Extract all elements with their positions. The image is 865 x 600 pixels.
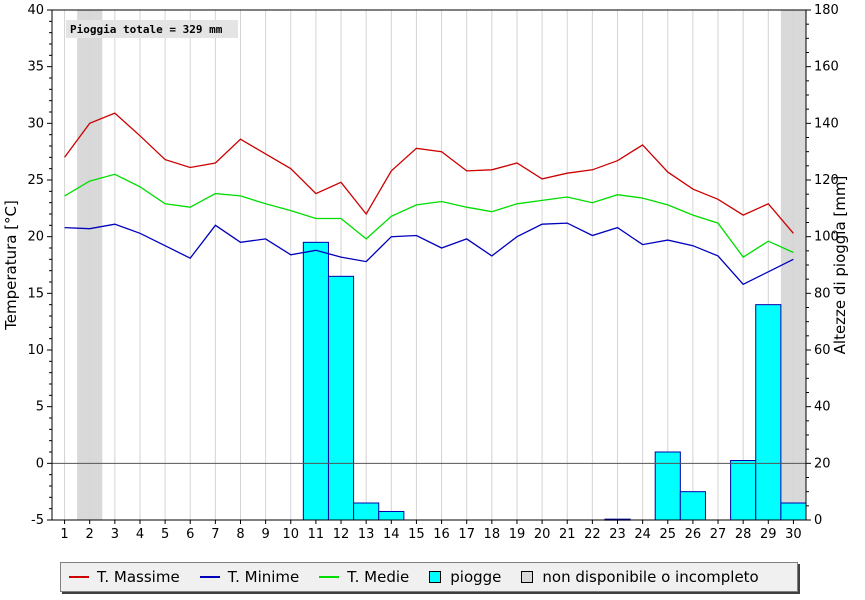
y-right-tick-label-180: 180 xyxy=(814,3,839,18)
y-right-tick-label-100: 100 xyxy=(814,230,839,245)
x-tick-label-5: 5 xyxy=(161,527,169,542)
y-right-tick-label-80: 80 xyxy=(814,286,831,301)
x-tick-label-3: 3 xyxy=(111,527,119,542)
annotation-box xyxy=(66,20,238,38)
legend-label-unavailable: non disponibile o incompleto xyxy=(542,568,759,586)
x-tick-label-11: 11 xyxy=(308,527,325,542)
x-tick-label-13: 13 xyxy=(358,527,375,542)
y-left-tick-label-0: 0 xyxy=(36,456,44,471)
x-tick-label-24: 24 xyxy=(634,527,651,542)
series-line-mean xyxy=(64,173,794,258)
legend-swatch-min xyxy=(199,576,220,578)
legend-item-rain: piogge xyxy=(429,568,501,586)
x-tick-label-23: 23 xyxy=(609,527,626,542)
x-tick-label-10: 10 xyxy=(282,527,299,542)
y-left-tick-label-15: 15 xyxy=(27,286,44,301)
rain-bar-day-14 xyxy=(378,511,405,521)
x-tick-label-26: 26 xyxy=(685,527,702,542)
rain-bar-day-25 xyxy=(654,451,681,521)
x-tick-label-25: 25 xyxy=(659,527,676,542)
x-tick-label-1: 1 xyxy=(60,527,68,542)
legend-label-mean: T. Medie xyxy=(347,568,410,586)
x-tick-label-15: 15 xyxy=(408,527,425,542)
legend: T. Massime T. Minime T. Medie piogge non… xyxy=(60,562,798,592)
legend-item-unavailable: non disponibile o incompleto xyxy=(521,568,759,586)
y-axis-left-title: Temperatura [°C] xyxy=(2,200,20,331)
x-tick-label-21: 21 xyxy=(559,527,576,542)
x-tick-label-29: 29 xyxy=(760,527,777,542)
y-left-tick-label-35: 35 xyxy=(27,60,44,75)
y-left-tick-label-5: 5 xyxy=(36,400,44,415)
y-right-tick-label-160: 160 xyxy=(814,60,839,75)
legend-item-max: T. Massime xyxy=(69,568,180,586)
x-tick-label-14: 14 xyxy=(383,527,400,542)
x-tick-label-6: 6 xyxy=(186,527,194,542)
x-tick-label-9: 9 xyxy=(261,527,269,542)
x-tick-label-2: 2 xyxy=(86,527,94,542)
rain-bar-day-12 xyxy=(327,275,355,521)
y-left-tick-label-30: 30 xyxy=(27,116,44,131)
x-tick-label-20: 20 xyxy=(534,527,551,542)
legend-label-max: T. Massime xyxy=(97,568,180,586)
series-line-max xyxy=(64,112,794,234)
y-left-tick-label-40: 40 xyxy=(27,3,44,18)
rain-bar-day-29 xyxy=(755,304,782,521)
rain-bar-day-11 xyxy=(302,241,329,521)
rain-bar-day-30 xyxy=(780,502,807,521)
y-left-tick-label-10: 10 xyxy=(27,343,44,358)
y-right-tick-label-120: 120 xyxy=(814,173,839,188)
rain-bar-day-13 xyxy=(353,502,380,521)
x-tick-label-17: 17 xyxy=(458,527,475,542)
y-right-tick-label-140: 140 xyxy=(814,116,839,131)
annotation-text: Pioggia totale = 329 mm xyxy=(70,23,223,36)
y-right-tick-label-0: 0 xyxy=(814,513,822,528)
x-tick-label-16: 16 xyxy=(433,527,450,542)
x-tick-label-12: 12 xyxy=(333,527,350,542)
x-tick-label-7: 7 xyxy=(211,527,219,542)
x-tick-label-18: 18 xyxy=(484,527,501,542)
x-tick-label-30: 30 xyxy=(785,527,802,542)
y-left-tick-label-25: 25 xyxy=(27,173,44,188)
y-right-tick-label-40: 40 xyxy=(814,400,831,415)
x-tick-label-19: 19 xyxy=(509,527,526,542)
y-left-tick-label--5: -5 xyxy=(31,513,44,528)
y-right-tick-label-20: 20 xyxy=(814,456,831,471)
legend-label-min: T. Minime xyxy=(227,568,300,586)
x-tick-label-4: 4 xyxy=(136,527,144,542)
x-tick-label-8: 8 xyxy=(236,527,244,542)
legend-swatch-max xyxy=(69,576,89,578)
x-tick-label-22: 22 xyxy=(584,527,601,542)
y-axis-right-title: Altezze di pioggia [mm] xyxy=(831,176,849,355)
series-line-min xyxy=(64,222,794,286)
x-tick-label-27: 27 xyxy=(710,527,727,542)
x-tick-label-28: 28 xyxy=(735,527,752,542)
rain-bar-day-26 xyxy=(679,491,706,521)
legend-item-min: T. Minime xyxy=(199,568,300,586)
legend-swatch-mean xyxy=(319,576,340,578)
legend-swatch-rain xyxy=(429,571,442,583)
legend-label-rain: piogge xyxy=(450,568,502,586)
legend-item-mean: T. Medie xyxy=(319,568,409,586)
rain-bar-day-28 xyxy=(730,460,757,521)
y-right-tick-label-60: 60 xyxy=(814,343,831,358)
y-left-tick-label-20: 20 xyxy=(27,230,44,245)
legend-swatch-unavailable xyxy=(521,571,534,583)
